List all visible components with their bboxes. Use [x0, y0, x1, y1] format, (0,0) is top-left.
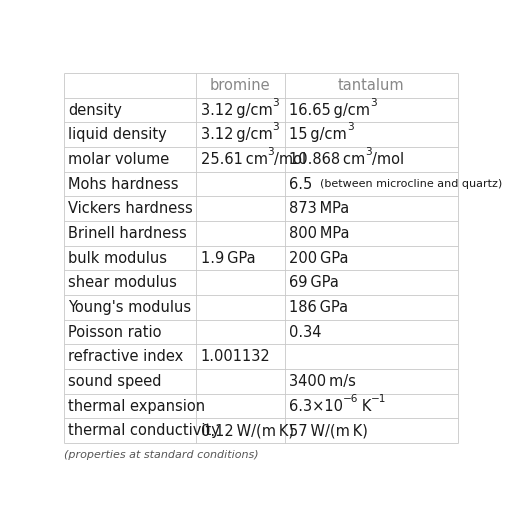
- Text: 0.34: 0.34: [289, 324, 322, 340]
- Text: Vickers hardness: Vickers hardness: [68, 201, 193, 216]
- Text: 200 GPa: 200 GPa: [289, 250, 349, 266]
- Text: 3.12 g/cm: 3.12 g/cm: [201, 127, 272, 142]
- Text: 3: 3: [370, 98, 377, 108]
- Text: 873 MPa: 873 MPa: [289, 201, 350, 216]
- Text: sound speed: sound speed: [68, 374, 162, 389]
- Text: 186 GPa: 186 GPa: [289, 300, 348, 315]
- Text: 3: 3: [268, 147, 274, 157]
- Text: molar volume: molar volume: [68, 152, 169, 167]
- Text: /mol: /mol: [274, 152, 306, 167]
- Text: thermal expansion: thermal expansion: [68, 398, 206, 414]
- Text: 1.9 GPa: 1.9 GPa: [201, 250, 255, 266]
- Text: bulk modulus: bulk modulus: [68, 250, 167, 266]
- Text: K: K: [359, 398, 371, 414]
- Text: 3: 3: [347, 122, 354, 132]
- Text: 6.5: 6.5: [289, 176, 313, 192]
- Text: (between microcline and quartz): (between microcline and quartz): [313, 179, 502, 189]
- Text: 3: 3: [365, 147, 372, 157]
- Text: 10.868 cm: 10.868 cm: [289, 152, 365, 167]
- Text: 3400 m/s: 3400 m/s: [289, 374, 356, 389]
- Text: density: density: [68, 102, 122, 118]
- Text: shear modulus: shear modulus: [68, 275, 177, 290]
- Text: −1: −1: [371, 394, 386, 404]
- Text: 57 W/(m K): 57 W/(m K): [289, 423, 368, 438]
- Text: 0.12 W/(m K): 0.12 W/(m K): [201, 423, 294, 438]
- Text: 15 g/cm: 15 g/cm: [289, 127, 347, 142]
- Text: Poisson ratio: Poisson ratio: [68, 324, 162, 340]
- Text: 16.65 g/cm: 16.65 g/cm: [289, 102, 370, 118]
- Text: 6.3×10: 6.3×10: [289, 398, 343, 414]
- Text: bromine: bromine: [210, 78, 270, 93]
- Text: 800 MPa: 800 MPa: [289, 226, 350, 241]
- Text: 3: 3: [272, 122, 279, 132]
- Text: 1.001132: 1.001132: [201, 349, 270, 364]
- Text: Young's modulus: Young's modulus: [68, 300, 191, 315]
- Text: Brinell hardness: Brinell hardness: [68, 226, 187, 241]
- Text: −6: −6: [343, 394, 359, 404]
- Text: 25.61 cm: 25.61 cm: [201, 152, 268, 167]
- Text: thermal conductivity: thermal conductivity: [68, 423, 220, 438]
- Text: refractive index: refractive index: [68, 349, 184, 364]
- Text: 3.12 g/cm: 3.12 g/cm: [201, 102, 272, 118]
- Text: 69 GPa: 69 GPa: [289, 275, 339, 290]
- Text: (properties at standard conditions): (properties at standard conditions): [64, 450, 258, 460]
- Text: /mol: /mol: [372, 152, 404, 167]
- Text: liquid density: liquid density: [68, 127, 167, 142]
- Text: 3: 3: [272, 98, 279, 108]
- Text: Mohs hardness: Mohs hardness: [68, 176, 179, 192]
- Text: tantalum: tantalum: [338, 78, 405, 93]
